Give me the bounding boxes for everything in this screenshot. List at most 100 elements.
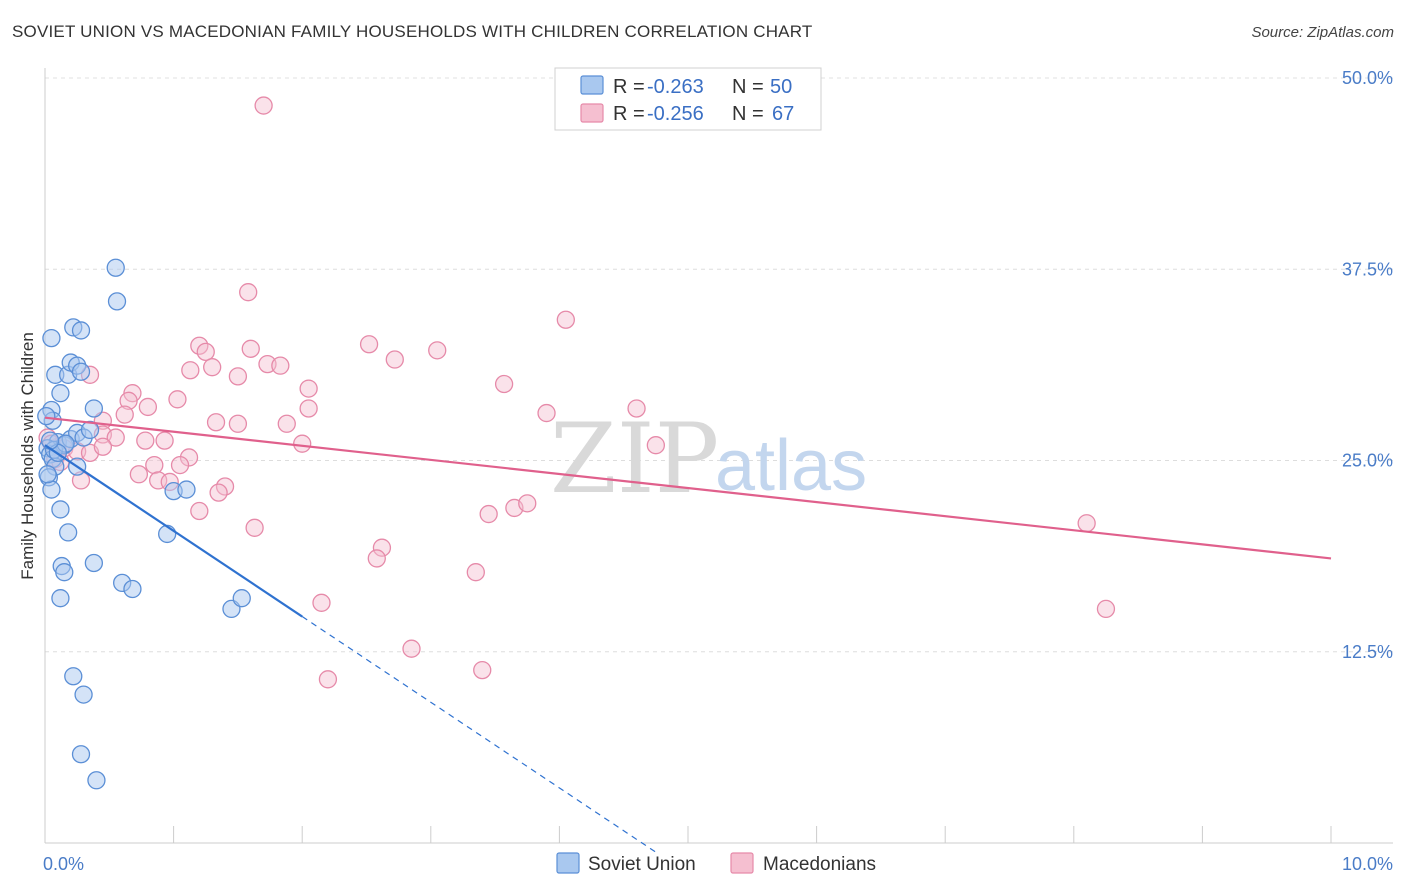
macedonians-point-19	[168, 390, 187, 409]
macedonians-point-46	[149, 471, 168, 490]
soviet-union-point-27	[107, 292, 127, 311]
soviet-union-point-31	[84, 553, 104, 573]
soviet-union-point-40	[177, 480, 196, 499]
macedonians-point-28	[277, 414, 296, 433]
macedonians-point-32	[155, 431, 174, 450]
soviet-union-point-24	[58, 523, 78, 542]
soviet-union-point-25	[84, 399, 104, 418]
soviet-union-point-0	[42, 328, 61, 348]
soviet-union-point-44	[38, 465, 57, 484]
watermark: ZIP atlas	[550, 403, 867, 515]
macedonians-point-23	[537, 403, 556, 423]
macedonians-point-51	[190, 501, 209, 521]
macedonians-trend-line	[44, 416, 1332, 560]
y-tick-label-2: 37.5%	[1342, 259, 1393, 279]
legend-swatch-soviet	[580, 75, 604, 95]
macedonians-points	[38, 96, 1116, 689]
macedonians-point-6	[359, 335, 379, 354]
legend-r-label-soviet: R =	[613, 76, 645, 98]
soviet-union-point-41	[158, 524, 177, 544]
soviet-union-point-34	[51, 589, 70, 608]
soviet-union-point-36	[74, 685, 93, 704]
macedonians-point-21	[299, 399, 318, 418]
legend-r-value-macedonians: -0.256	[647, 103, 704, 125]
macedonians-point-33	[293, 434, 312, 453]
macedonians-point-54	[518, 494, 537, 513]
soviet-union-point-37	[71, 745, 91, 764]
macedonians-point-10	[181, 361, 200, 380]
soviet-union-point-28	[71, 321, 91, 340]
trend-lines	[44, 416, 1332, 853]
soviet-union-point-33	[123, 579, 142, 599]
macedonians-point-7	[428, 341, 447, 360]
macedonians-point-44	[170, 455, 190, 475]
soviet-union-point-48	[37, 406, 56, 426]
legend-r-label-macedonians: R =	[613, 103, 645, 125]
macedonians-point-12	[271, 356, 290, 375]
gridlines	[45, 77, 1393, 653]
y-tick-label-1: 25.0%	[1342, 451, 1393, 471]
soviet-union-trend-line	[44, 444, 303, 618]
macedonians-point-20	[138, 397, 158, 417]
legend-swatch-macedonians	[580, 103, 604, 123]
soviet-union-point-43	[232, 589, 251, 608]
y-tick-label-0: 12.5%	[1342, 642, 1393, 662]
macedonians-point-63	[318, 670, 338, 689]
bottom-legend-label-macedonians: Macedonians	[763, 854, 876, 875]
soviet-union-point-15	[80, 420, 100, 440]
macedonians-point-9	[203, 358, 222, 377]
y-tick-label-3: 50.0%	[1342, 68, 1393, 88]
soviet-union-point-21	[42, 480, 61, 499]
macedonians-point-64	[473, 660, 492, 680]
macedonians-point-22	[115, 405, 134, 424]
soviet-union-point-30	[55, 563, 74, 582]
macedonians-point-43	[145, 455, 164, 475]
soviet-union-point-49	[40, 431, 60, 450]
legend-n-label-macedonians: N =	[732, 103, 764, 125]
macedonians-point-24	[627, 399, 646, 418]
macedonians-point-52	[479, 504, 498, 524]
y-axis-label: Family Households with Children	[18, 332, 37, 580]
macedonians-point-62	[402, 639, 421, 658]
macedonians-point-34	[646, 436, 665, 455]
soviet-union-point-7	[71, 362, 91, 381]
macedonians-point-30	[106, 428, 125, 447]
soviet-union-trend-extension	[301, 616, 657, 853]
macedonians-point-58	[466, 563, 485, 582]
bottom-legend-swatch-macedonians	[730, 852, 754, 874]
watermark-zip: ZIP	[550, 403, 719, 515]
macedonians-point-39	[93, 437, 113, 456]
macedonians-point-55	[245, 518, 264, 537]
macedonians-point-27	[228, 414, 248, 433]
macedonians-point-60	[312, 593, 331, 612]
macedonians-point-50	[209, 483, 228, 502]
x-tick-label-0: 0.0%	[43, 854, 84, 874]
macedonians-point-15	[299, 379, 318, 398]
macedonians-point-56	[372, 538, 392, 557]
soviet-union-point-35	[64, 667, 83, 686]
macedonians-point-45	[129, 465, 149, 484]
macedonians-point-0	[254, 96, 273, 115]
macedonians-point-31	[136, 431, 155, 450]
x-tick-label-1: 10.0%	[1342, 854, 1393, 874]
chart-title: SOVIET UNION VS MACEDONIAN FAMILY HOUSEH…	[12, 22, 813, 41]
legend-n-value-macedonians: 67	[772, 103, 794, 125]
macedonians-point-26	[206, 413, 226, 432]
legend-n-label-soviet: N =	[732, 76, 764, 98]
macedonians-point-13	[228, 367, 248, 386]
legend-r-value-soviet: -0.263	[647, 76, 704, 98]
soviet-union-point-38	[87, 771, 106, 790]
macedonians-point-8	[385, 350, 404, 369]
macedonians-point-57	[367, 549, 386, 568]
macedonians-point-59	[1077, 514, 1096, 533]
macedonians-point-5	[241, 339, 260, 358]
macedonians-point-2	[556, 310, 575, 329]
soviet-union-point-2	[51, 384, 70, 403]
source-label: Source: ZipAtlas.com	[1251, 24, 1394, 41]
legend-n-value-soviet: 50	[770, 76, 792, 98]
x-tick-labels: 0.0% 10.0%	[43, 854, 1393, 874]
soviet-union-point-23	[51, 500, 70, 519]
macedonians-point-61	[1096, 599, 1116, 619]
macedonians-point-16	[494, 374, 514, 394]
